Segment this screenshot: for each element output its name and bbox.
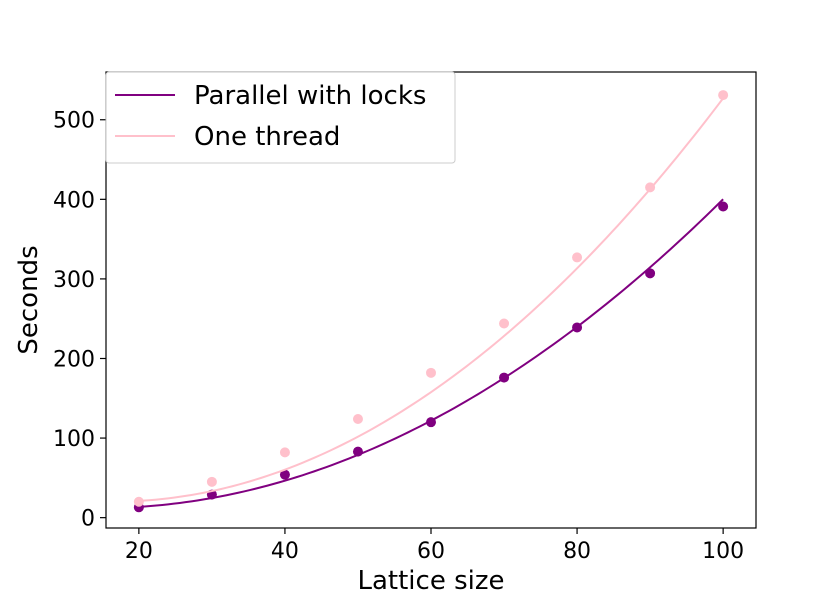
legend-box — [105, 71, 456, 164]
data-point-one-thread — [426, 367, 436, 378]
data-point-one-thread — [645, 182, 656, 193]
data-point-parallel-with-locks — [352, 446, 363, 457]
y-axis-ticks: 0 100 200 300 400 500 — [53, 109, 106, 532]
y-tick-label: 0 — [81, 507, 95, 532]
x-axis-label: Lattice size — [358, 566, 505, 594]
data-point-one-thread — [206, 476, 217, 487]
data-point-parallel-with-locks — [279, 469, 290, 480]
data-point-one-thread — [279, 447, 290, 458]
data-point-one-thread — [352, 413, 363, 424]
y-tick-label: 500 — [53, 109, 95, 134]
data-point-parallel-with-locks — [645, 268, 656, 279]
x-tick-label: 100 — [702, 539, 744, 564]
y-tick-label: 100 — [53, 427, 95, 452]
data-point-one-thread — [133, 496, 144, 507]
data-point-parallel-with-locks — [426, 417, 436, 428]
legend-label-one-thread: One thread — [194, 122, 340, 152]
data-point-parallel-with-locks — [499, 372, 510, 383]
data-point-one-thread — [499, 318, 510, 329]
data-point-parallel-with-locks — [572, 322, 583, 333]
series-line-parallel-with-locks — [138, 198, 724, 508]
x-tick-label: 20 — [125, 539, 153, 564]
x-tick-label: 80 — [563, 539, 591, 564]
y-axis-label: Seconds — [14, 245, 44, 354]
x-tick-label: 40 — [271, 539, 299, 564]
legend-label-parallel-with-locks: Parallel with locks — [194, 81, 426, 111]
series-line-one-thread — [138, 97, 724, 502]
data-point-parallel-with-locks — [718, 201, 729, 212]
y-tick-label: 400 — [53, 188, 95, 213]
x-axis-ticks: 20 40 60 80 100 — [125, 528, 744, 564]
data-point-one-thread — [572, 252, 583, 263]
x-tick-label: 60 — [417, 539, 445, 564]
y-tick-label: 300 — [53, 268, 95, 293]
legend: Parallel with locks One thread — [105, 71, 456, 164]
data-point-one-thread — [718, 90, 729, 101]
series-layer — [133, 90, 729, 513]
y-tick-label: 200 — [53, 347, 95, 372]
